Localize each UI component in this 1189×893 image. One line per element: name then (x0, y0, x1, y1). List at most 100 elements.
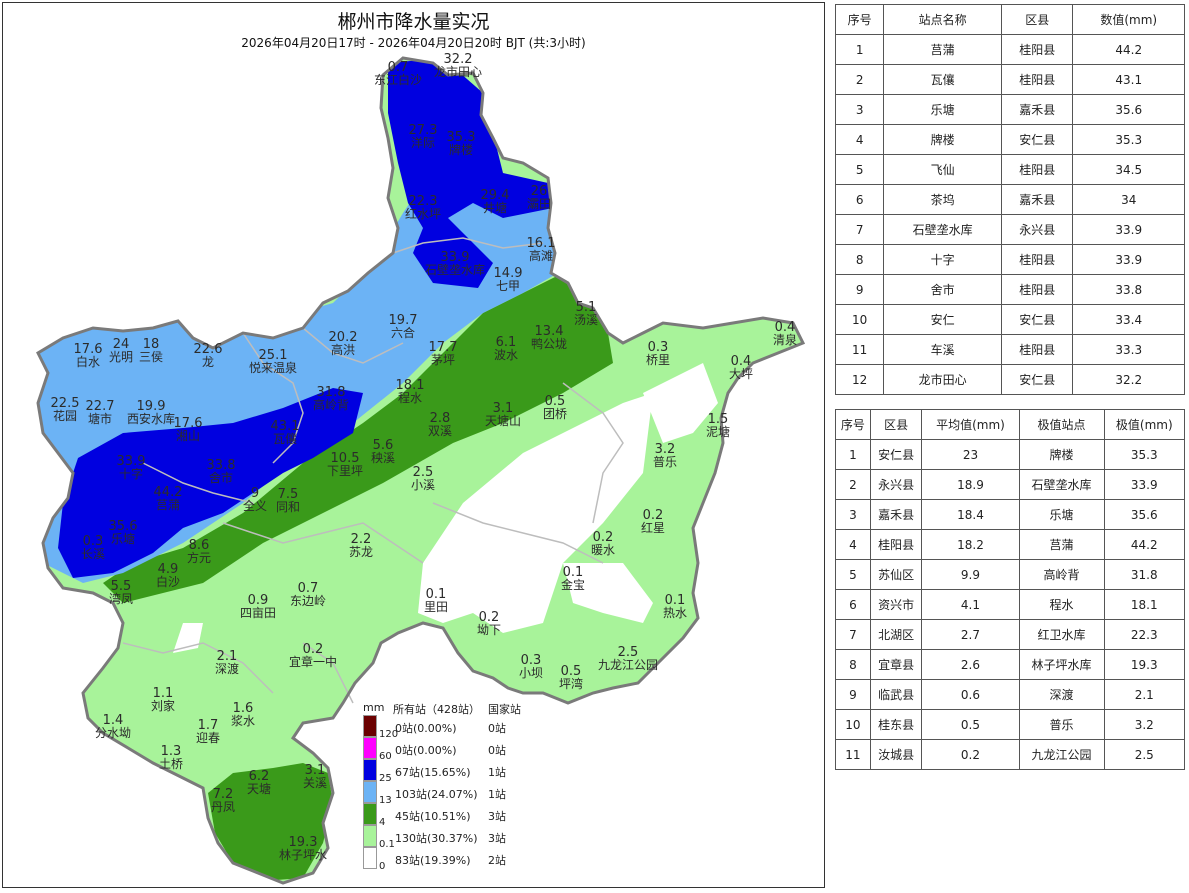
station-name: 九龙江公园 (597, 658, 659, 672)
station-label: 0.1 金宝 (561, 566, 585, 592)
station-value: 29.4 (480, 188, 510, 203)
table-row: 6 茶坞 嘉禾县 34 (834, 184, 1185, 215)
station-value: 0.7 (387, 60, 409, 75)
station-label: 2.5 小溪 (411, 466, 435, 492)
station-value: 25.1 (258, 348, 288, 363)
station-value: 43.1 (270, 419, 300, 434)
table-cell: 十字 (883, 244, 1003, 275)
station-name: 泥塘 (705, 425, 731, 439)
station-label: 19.3 林子坪水 (279, 836, 327, 862)
table-row: 3 嘉禾县 18.4 乐塘 35.6 (835, 499, 1186, 530)
station-name: 鸭公垅 (530, 337, 568, 351)
legend-count-all: 83站(19.39%) (395, 854, 471, 867)
station-label: 5.5 湾凤 (109, 580, 133, 606)
col-average: 平均值(mm) (921, 409, 1020, 440)
table-row: 1 莒蒲 桂阳县 44.2 (834, 34, 1185, 65)
table-cell: 5 (834, 154, 885, 185)
station-value: 19.9 (136, 399, 166, 414)
table-cell: 永兴县 (869, 469, 923, 500)
table-cell: 11 (834, 334, 885, 365)
station-name: 坪湾 (558, 677, 584, 691)
table-cell: 35.6 (1072, 94, 1185, 125)
station-name: 白水 (75, 355, 101, 369)
station-label: 9 全义 (243, 487, 267, 513)
table-row: 5 飞仙 桂阳县 34.5 (834, 154, 1185, 185)
station-name: 清泉 (772, 333, 798, 347)
station-value: 1.5 (707, 412, 729, 427)
station-value: 31.8 (316, 385, 346, 400)
station-name: 里田 (423, 600, 449, 614)
table-cell: 桂阳县 (1001, 274, 1074, 305)
station-label: 0.3 长溪 (81, 535, 105, 561)
station-value: 0.2 (642, 508, 664, 523)
station-name: 双溪 (427, 424, 453, 438)
station-name: 瓦儴 (272, 432, 298, 446)
station-label: 18.1 程水 (396, 379, 425, 405)
table-cell: 0.6 (921, 679, 1020, 710)
station-value: 17.6 (173, 416, 203, 431)
table-cell: 永兴县 (1001, 214, 1074, 245)
legend-unit: mm (363, 701, 385, 714)
table-cell: 汝城县 (869, 739, 923, 770)
table-cell: 18.1 (1103, 589, 1186, 620)
station-name: 七甲 (495, 279, 521, 293)
table-cell: 0.2 (921, 739, 1020, 770)
station-label: 1.7 迎春 (196, 719, 220, 745)
station-label: 13.4 鸭公垅 (531, 325, 567, 351)
station-value: 2.1 (216, 649, 238, 664)
col-extreme-station: 极值站点 (1018, 409, 1105, 440)
table-cell: 33.8 (1072, 274, 1185, 305)
table-cell: 石壁垄水库 (1018, 469, 1105, 500)
station-value: 3.1 (492, 401, 514, 416)
station-label: 19.9 西安水库 (127, 400, 175, 426)
table-row: 11 车溪 桂阳县 33.3 (834, 334, 1185, 365)
station-label: 35.6 乐塘 (109, 520, 138, 546)
legend-count-all: 130站(30.37%) (395, 832, 478, 845)
legend-count-all: 67站(15.65%) (395, 766, 471, 779)
table-cell: 19.3 (1103, 649, 1186, 680)
station-label: 0.4 大坪 (729, 355, 753, 381)
table-cell: 宜章县 (869, 649, 923, 680)
station-name: 十字 (118, 467, 144, 481)
table-cell: 10 (835, 709, 871, 740)
col-station: 站点名称 (883, 4, 1003, 35)
station-label: 7.2 丹凤 (211, 788, 235, 814)
table-cell: 莒蒲 (883, 34, 1003, 65)
legend-row: 0站(0.00%) 0站 (395, 742, 506, 758)
station-value: 33.8 (206, 458, 236, 473)
station-value: 2.8 (429, 411, 451, 426)
station-value: 44.2 (153, 485, 183, 500)
station-label: 25.1 悦来温泉 (249, 349, 297, 375)
station-name: 高岭背 (312, 398, 350, 412)
station-label: 0.2 坳下 (477, 611, 501, 637)
station-label: 33.8 舍市 (207, 459, 236, 485)
station-label: 31.8 高岭背 (313, 386, 349, 412)
station-label: 2.1 深渡 (215, 650, 239, 676)
table-row: 2 瓦儴 桂阳县 43.1 (834, 64, 1185, 95)
col-extreme-value: 极值(mm) (1103, 409, 1186, 440)
station-name: 团桥 (542, 407, 568, 421)
station-value: 2.5 (617, 645, 639, 660)
station-value: 5.1 (575, 300, 597, 315)
station-name: 热水 (662, 606, 688, 620)
table-cell: 车溪 (883, 334, 1003, 365)
station-value: 1.7 (197, 718, 219, 733)
col-index: 序号 (835, 409, 871, 440)
station-value: 22.5 (50, 396, 80, 411)
table-cell: 程水 (1018, 589, 1105, 620)
col-county: 区县 (869, 409, 923, 440)
station-name: 红星 (640, 521, 666, 535)
table-cell: 0.5 (921, 709, 1020, 740)
station-name: 花园 (52, 409, 78, 423)
station-name: 苏龙 (348, 545, 374, 559)
station-label: 0.5 团桥 (543, 395, 567, 421)
table-cell: 7 (835, 619, 871, 650)
station-value: 10.5 (330, 451, 360, 466)
station-label: 3.1 天塘山 (485, 402, 521, 428)
table-row: 11 汝城县 0.2 九龙江公园 2.5 (835, 739, 1186, 770)
station-name: 波水 (493, 348, 519, 362)
legend-row: 45站(10.51%) 3站 (395, 808, 506, 824)
station-value: 26 (530, 184, 548, 199)
table-cell: 苏仙区 (869, 559, 923, 590)
station-label: 4.9 白沙 (156, 563, 180, 589)
